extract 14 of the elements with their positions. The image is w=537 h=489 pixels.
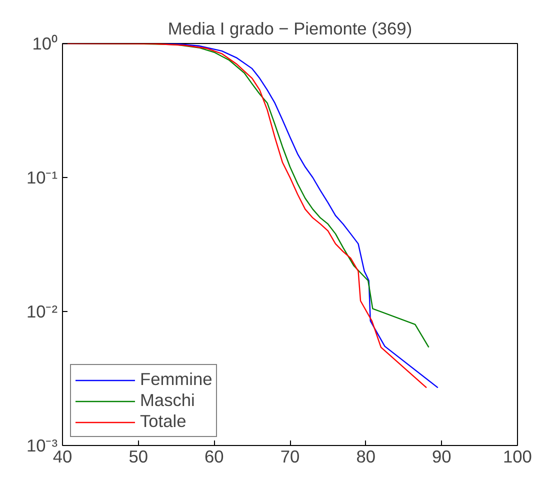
y-tick-label: 10⁻¹	[26, 168, 58, 188]
legend-label: Totale	[140, 411, 186, 432]
x-tick-label: 100	[503, 446, 532, 466]
x-tick-label: 50	[128, 446, 148, 466]
x-tick-label: 70	[280, 446, 300, 466]
y-tick-label: 10⁻²	[26, 302, 58, 322]
y-tick-label: 10⁰	[32, 34, 58, 54]
x-tick-label: 40	[52, 446, 72, 466]
x-tick-label: 60	[204, 446, 224, 466]
legend-label: Femmine	[140, 369, 212, 390]
chart-title: Media I grado − Piemonte (369)	[168, 18, 412, 38]
legend-label: Maschi	[140, 390, 195, 411]
x-tick-label: 90	[432, 446, 452, 466]
x-tick-label: 80	[356, 446, 376, 466]
